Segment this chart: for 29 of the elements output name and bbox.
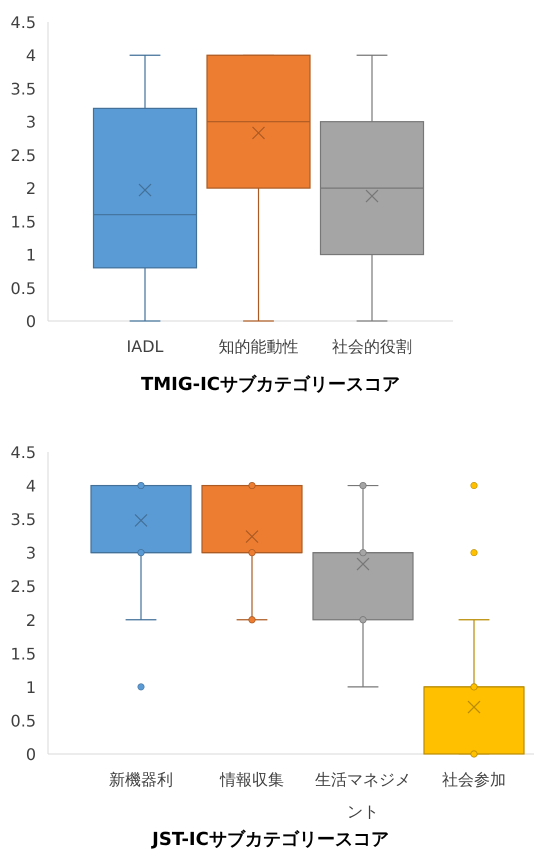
y-tick-label: 0	[26, 312, 36, 331]
y-tick-label: 3.5	[10, 79, 36, 98]
y-tick-label: 1	[26, 246, 36, 265]
y-tick-label: 2	[26, 610, 36, 630]
y-tick-label: 3.5	[10, 510, 36, 530]
y-tick-label: 0	[26, 745, 36, 764]
y-tick-label: 4.5	[10, 443, 36, 462]
text: TMIG-ICサブカテゴリースコア	[140, 374, 400, 395]
x-tick-label: 新機器利	[109, 770, 173, 789]
x-tick-label: 情報収集	[219, 770, 284, 789]
x-tick-label: IADL	[126, 337, 164, 356]
y-tick-label: 2.5	[10, 577, 36, 596]
x-tick-label: 生活マネジメント	[315, 770, 411, 821]
y-tick-label: 3	[26, 544, 36, 563]
y-tick-label: 4	[26, 46, 36, 66]
y-tick-label: 4	[26, 476, 36, 496]
x-tick-label: 社会参加	[442, 770, 506, 789]
y-tick-label: 0.5	[10, 711, 36, 730]
y-tick-label: 2	[26, 179, 36, 198]
y-tick-label: 3	[26, 112, 36, 132]
y-tick-label: 1.5	[10, 212, 36, 232]
y-tick-label: 1	[26, 678, 36, 697]
y-tick-label: 0.5	[10, 278, 36, 298]
text: JST-ICサブカテゴリースコア	[150, 829, 389, 849]
x-tick-label: 社会的役割	[332, 337, 412, 356]
y-tick-label: 4.5	[10, 13, 36, 32]
y-tick-label: 1.5	[10, 644, 36, 664]
y-tick-label: 2.5	[10, 146, 36, 165]
x-tick-label: 知的能動性	[218, 337, 298, 356]
